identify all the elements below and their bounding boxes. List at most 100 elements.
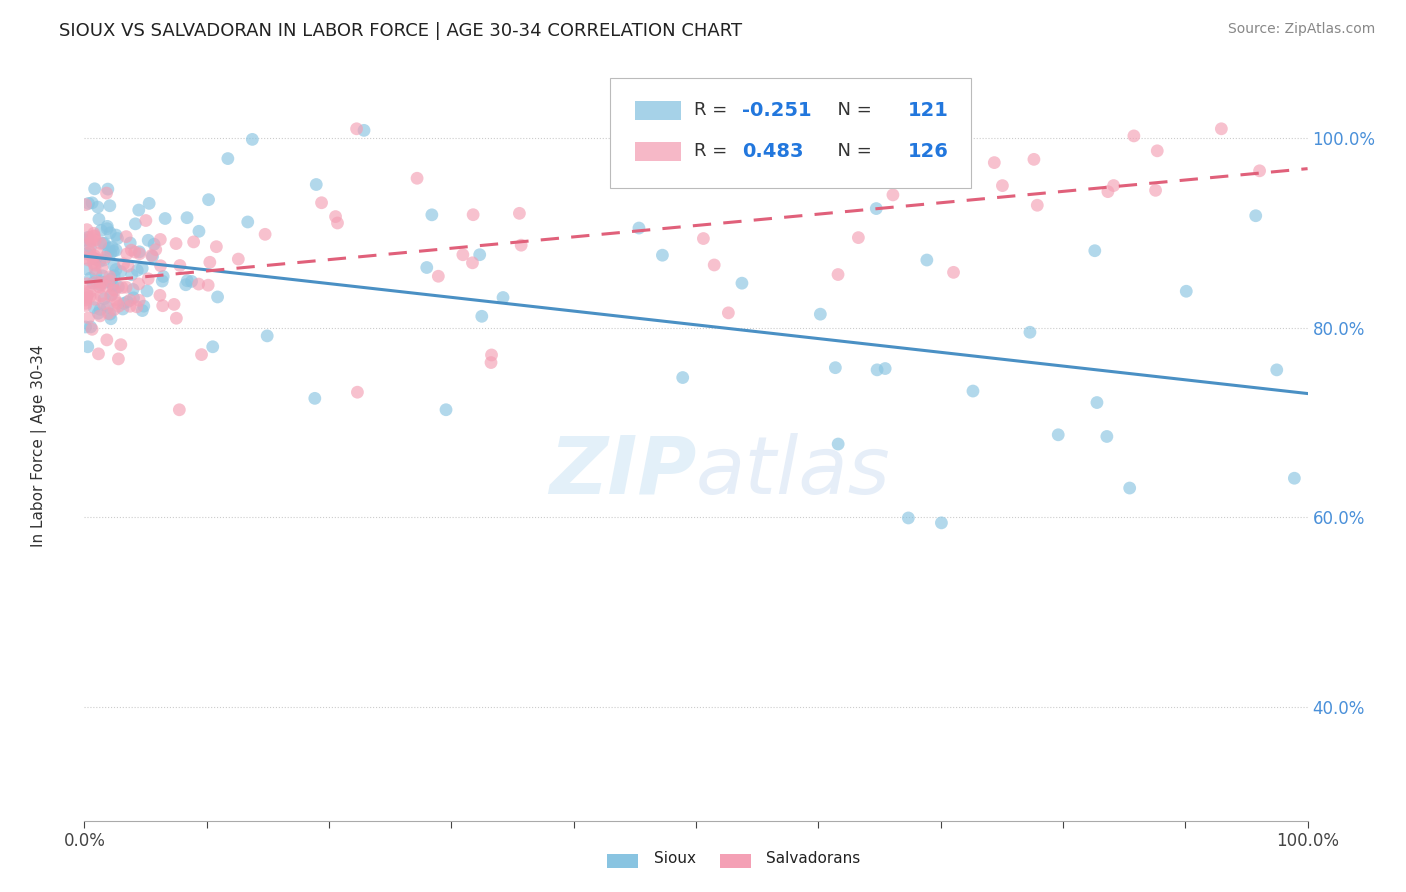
Point [87, 347, 110, 361]
Point [149, 288, 172, 302]
Point [176, 211, 198, 225]
Point [77, 196, 100, 211]
Point [124, 217, 146, 231]
Text: SIOUX VS SALVADORAN IN LABOR FORCE | AGE 30-34 CORRELATION CHART: SIOUX VS SALVADORAN IN LABOR FORCE | AGE… [59, 22, 742, 40]
Point [132, 299, 155, 313]
Point [197, 278, 219, 293]
Point [468, 248, 491, 262]
Point [1146, 144, 1168, 158]
Point [141, 249, 163, 263]
Point [165, 236, 187, 251]
Point [1211, 121, 1233, 136]
Point [136, 272, 159, 286]
Point [865, 202, 887, 216]
Point [692, 231, 714, 245]
Point [101, 240, 124, 254]
Point [90, 260, 112, 275]
Point [136, 284, 159, 298]
Point [205, 240, 228, 254]
Point [115, 280, 138, 294]
Point [128, 202, 150, 217]
Point [163, 297, 186, 311]
Point [353, 123, 375, 137]
Point [427, 269, 450, 284]
Point [125, 300, 148, 314]
Point [87, 200, 110, 214]
Point [120, 243, 142, 257]
Point [98, 274, 121, 288]
Point [108, 299, 131, 313]
Point [75, 197, 97, 211]
Point [98, 241, 121, 255]
Point [103, 259, 125, 273]
Point [703, 258, 725, 272]
Point [1019, 325, 1042, 339]
Point [461, 256, 484, 270]
Point [84, 267, 107, 281]
Point [82, 276, 104, 290]
Point [1244, 209, 1267, 223]
Point [1249, 163, 1271, 178]
Point [97, 245, 120, 260]
Text: Salvadorans: Salvadorans [766, 851, 860, 865]
Point [83, 229, 105, 244]
Point [77, 252, 100, 267]
Point [107, 231, 129, 245]
Point [98, 307, 121, 321]
Point [83, 249, 105, 263]
FancyBboxPatch shape [636, 142, 682, 161]
Text: -0.251: -0.251 [742, 101, 813, 120]
Point [150, 274, 173, 288]
Point [82, 322, 104, 336]
Point [104, 293, 127, 307]
Point [416, 260, 439, 275]
Point [82, 195, 104, 210]
Point [848, 230, 870, 244]
Point [406, 171, 429, 186]
Point [1097, 185, 1119, 199]
FancyBboxPatch shape [636, 101, 682, 120]
Point [112, 257, 135, 271]
Point [76, 277, 98, 291]
Point [100, 272, 122, 286]
Point [188, 224, 211, 238]
Point [79, 271, 101, 285]
Point [97, 182, 120, 196]
Point [98, 226, 121, 240]
Point [866, 363, 889, 377]
Point [79, 289, 101, 303]
Point [481, 348, 503, 362]
Point [827, 437, 849, 451]
Point [138, 196, 160, 211]
Point [311, 195, 333, 210]
Point [128, 244, 150, 259]
Point [176, 274, 198, 288]
Point [122, 291, 145, 305]
Point [103, 302, 125, 317]
Point [76, 222, 98, 236]
Text: N =: N = [825, 101, 877, 120]
Point [83, 258, 105, 272]
Point [120, 293, 142, 308]
Point [627, 221, 650, 235]
Point [91, 236, 114, 251]
Point [107, 351, 129, 366]
Point [103, 244, 125, 258]
Point [90, 276, 112, 290]
Point [75, 320, 97, 334]
Point [135, 213, 157, 227]
Point [79, 236, 101, 251]
Point [83, 301, 105, 315]
Point [80, 234, 103, 248]
Text: 121: 121 [908, 101, 949, 120]
Point [983, 155, 1005, 169]
Point [98, 199, 121, 213]
Point [84, 275, 107, 289]
Point [305, 178, 328, 192]
Point [897, 511, 920, 525]
Point [131, 261, 153, 276]
Point [121, 268, 143, 282]
Point [110, 264, 132, 278]
Point [1047, 427, 1070, 442]
Point [153, 211, 176, 226]
